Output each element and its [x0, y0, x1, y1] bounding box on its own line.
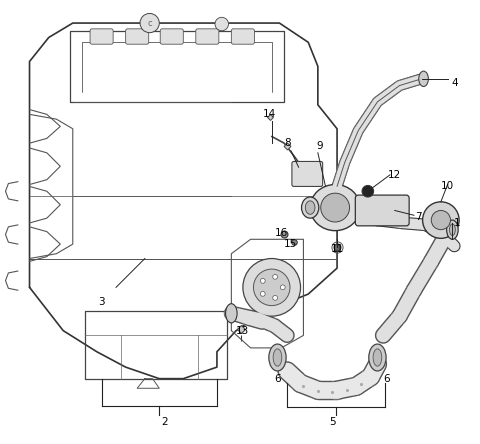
Ellipse shape: [269, 344, 286, 371]
Text: 2: 2: [161, 417, 168, 427]
Text: 9: 9: [316, 141, 323, 151]
Ellipse shape: [449, 224, 455, 235]
FancyBboxPatch shape: [355, 195, 409, 226]
Text: 14: 14: [263, 109, 276, 119]
FancyBboxPatch shape: [90, 29, 113, 44]
FancyBboxPatch shape: [126, 29, 149, 44]
Circle shape: [273, 295, 277, 300]
Text: 10: 10: [441, 182, 454, 191]
Ellipse shape: [301, 197, 319, 218]
Circle shape: [243, 258, 300, 316]
Text: 3: 3: [98, 297, 105, 307]
Text: 8: 8: [284, 138, 290, 148]
Text: c: c: [147, 19, 152, 28]
Text: 6: 6: [384, 374, 390, 384]
Ellipse shape: [305, 201, 315, 214]
Circle shape: [321, 193, 349, 222]
Ellipse shape: [419, 71, 428, 87]
FancyBboxPatch shape: [231, 29, 254, 44]
Circle shape: [280, 285, 285, 290]
Text: 6: 6: [274, 374, 281, 384]
Text: 16: 16: [275, 228, 288, 238]
Ellipse shape: [310, 185, 360, 230]
Text: 12: 12: [388, 170, 401, 180]
Text: 13: 13: [236, 325, 250, 336]
Circle shape: [253, 269, 290, 305]
FancyBboxPatch shape: [196, 29, 219, 44]
Text: 1: 1: [454, 218, 460, 228]
Text: 7: 7: [416, 212, 422, 222]
Ellipse shape: [446, 220, 458, 239]
Text: 4: 4: [451, 78, 457, 87]
Text: 5: 5: [329, 417, 336, 427]
Circle shape: [215, 17, 228, 31]
Circle shape: [431, 210, 450, 230]
FancyBboxPatch shape: [160, 29, 183, 44]
Ellipse shape: [369, 344, 386, 371]
FancyBboxPatch shape: [292, 162, 323, 186]
Circle shape: [422, 202, 459, 238]
Circle shape: [140, 13, 159, 33]
Text: 11: 11: [330, 244, 344, 254]
Ellipse shape: [226, 304, 237, 323]
Circle shape: [362, 186, 373, 197]
Circle shape: [273, 274, 277, 279]
Circle shape: [260, 291, 265, 296]
Ellipse shape: [373, 349, 382, 366]
Text: 15: 15: [284, 239, 298, 249]
Circle shape: [260, 278, 265, 283]
Ellipse shape: [273, 349, 282, 366]
